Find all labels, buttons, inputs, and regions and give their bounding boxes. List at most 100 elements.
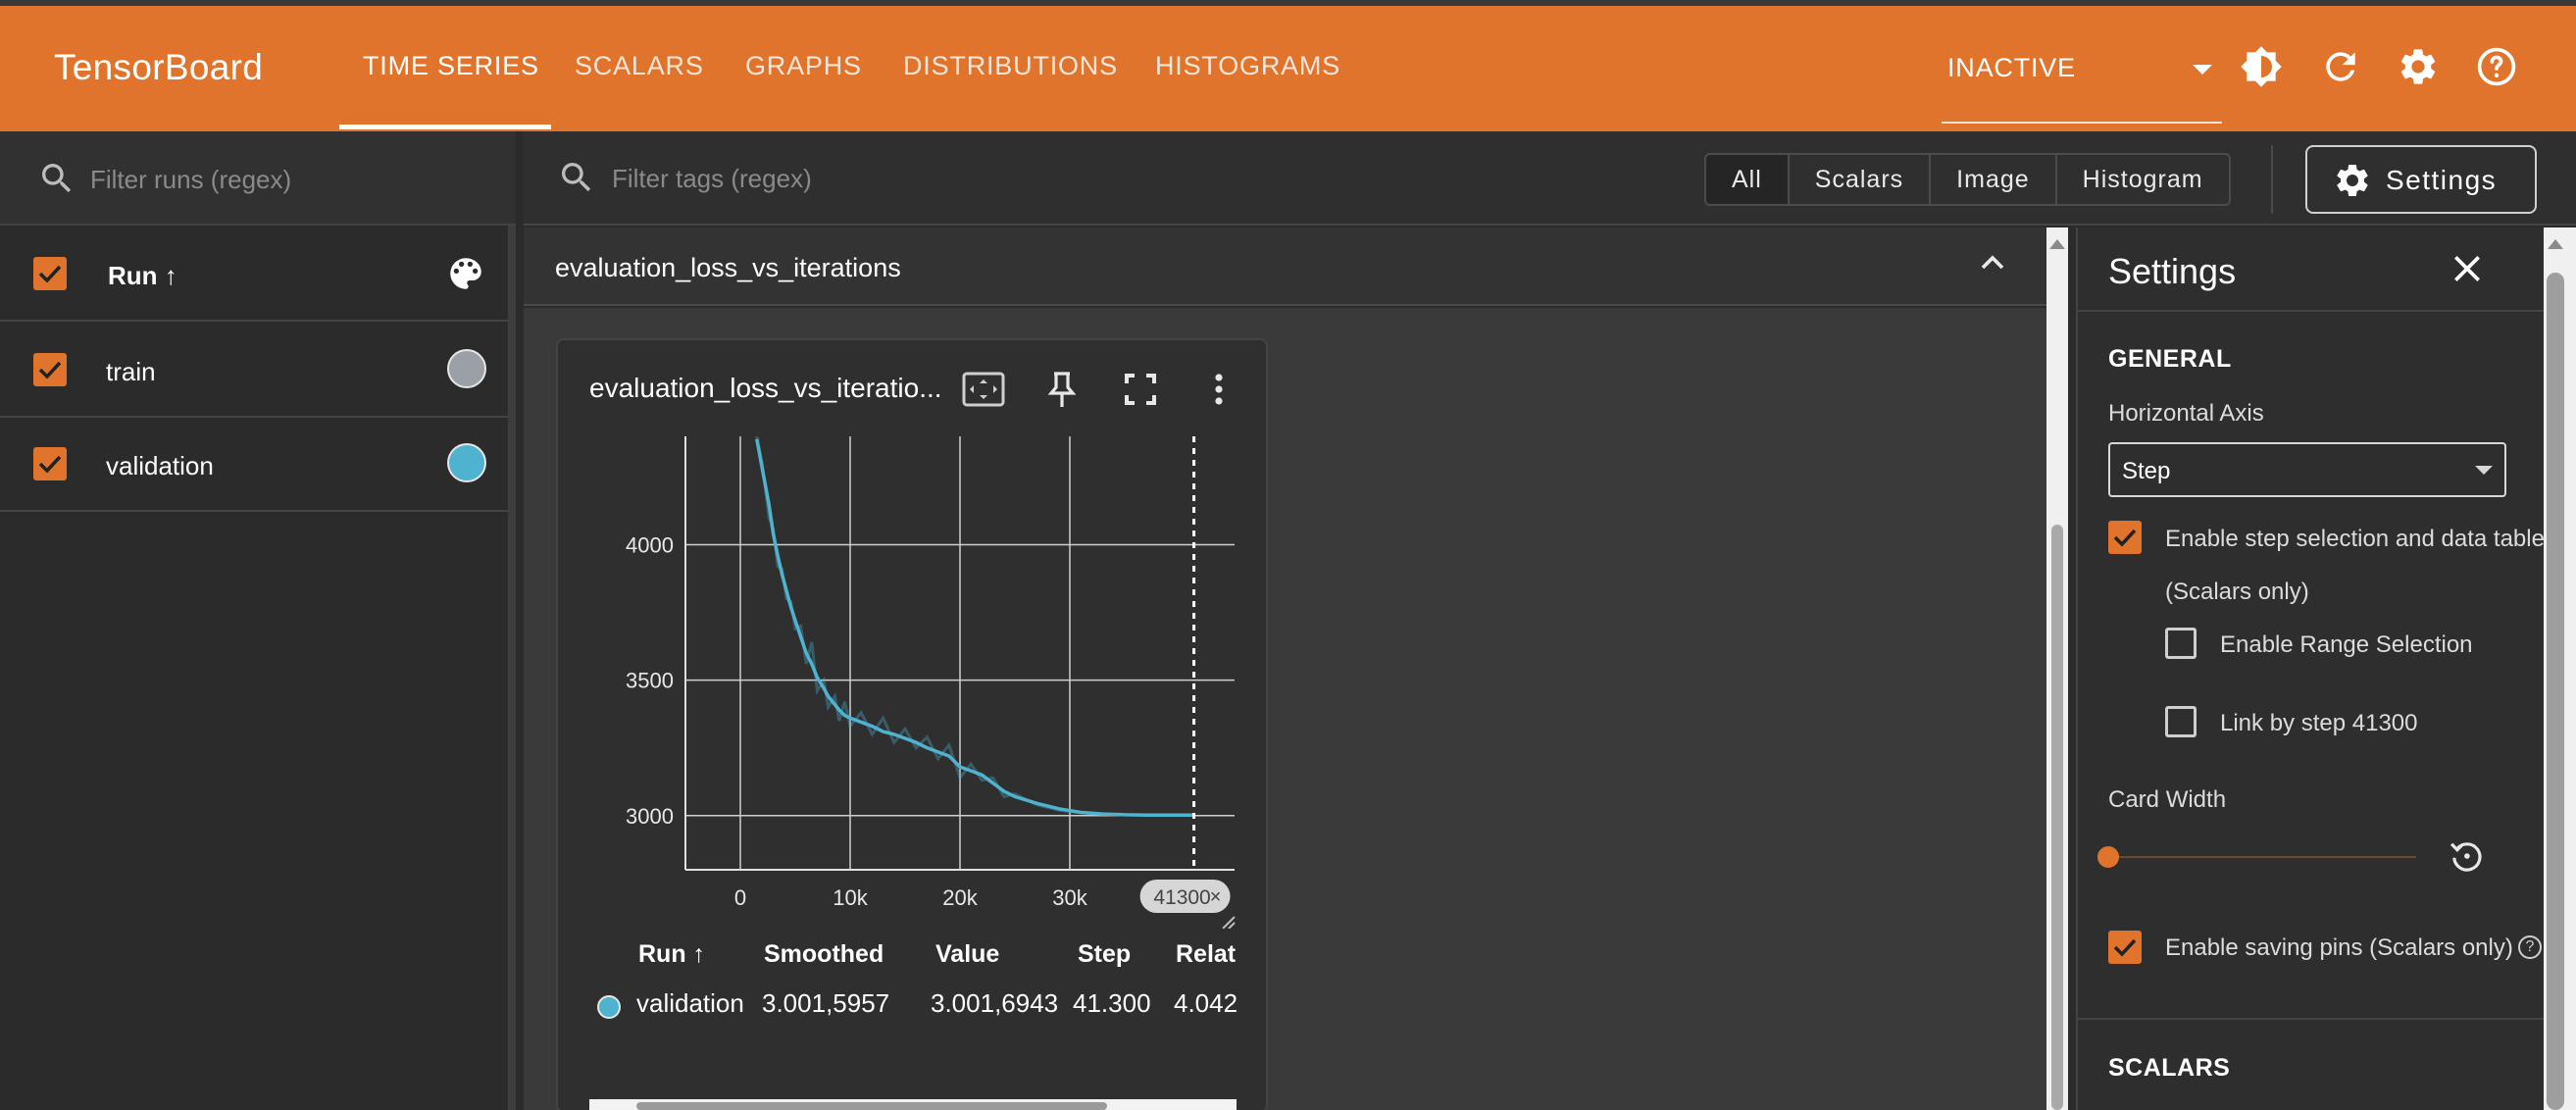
range-selection-checkbox[interactable] (2165, 628, 2197, 659)
group-header[interactable]: evaluation_loss_vs_iterations (524, 227, 2046, 306)
settings-button-label: Settings (2386, 165, 2498, 195)
runs-pane (0, 131, 516, 1110)
step-selection-label: Enable step selection and data table (2165, 526, 2545, 552)
settings-panel-title: Settings (2108, 251, 2237, 291)
help-icon[interactable]: ? (2518, 935, 2542, 959)
scalar-card: evaluation_loss_vs_iteratio... 0 10k 20k 30… (556, 338, 1268, 1110)
table-header-run[interactable]: Run ↑ (638, 940, 706, 968)
scroll-up-arrow-icon[interactable] (2049, 239, 2065, 249)
settings-scrollbar-thumb[interactable] (2547, 273, 2564, 1110)
divider (2076, 1018, 2544, 1020)
more-vert-icon[interactable] (1195, 366, 1242, 413)
run-state-dropdown[interactable]: INACTIVE (1942, 29, 2222, 124)
general-heading: GENERAL (2108, 345, 2232, 373)
x-tick-label: 20k (942, 885, 978, 910)
fit-domain-icon[interactable] (960, 366, 1007, 413)
y-tick-label: 3500 (626, 669, 674, 693)
center-scrollbar-thumb[interactable] (2051, 525, 2063, 1110)
x-tick-label: 10k (833, 885, 868, 910)
series-raw-line (755, 436, 1194, 817)
group-title: evaluation_loss_vs_iterations (555, 253, 901, 282)
filter-all-button[interactable]: All (1706, 155, 1790, 204)
tab-scalars[interactable]: SCALARS (575, 51, 704, 80)
tab-graphs[interactable]: GRAPHS (745, 51, 862, 80)
tag-filter-bar (524, 131, 2576, 226)
line-chart[interactable]: 0 10k 20k 30k 3000 3500 4000 41300× (558, 340, 1268, 929)
scalars-only-note: (Scalars only) (2165, 579, 2309, 605)
runs-filter-bar: Filter runs (regex) (0, 131, 516, 226)
table-header-relative[interactable]: Relat (1176, 940, 1237, 968)
help-icon[interactable] (2475, 45, 2518, 88)
top-app-bar (0, 6, 2576, 131)
settings-gear-icon (2333, 161, 2372, 205)
step-chip (1139, 880, 1231, 913)
refresh-icon[interactable] (2319, 45, 2362, 88)
card-horizontal-scrollbar[interactable] (589, 1099, 1237, 1110)
tab-histograms[interactable]: HISTOGRAMS (1155, 51, 1341, 80)
resize-handle-icon (1222, 916, 1236, 929)
pin-icon[interactable] (1038, 366, 1086, 413)
chevron-up-icon[interactable] (1973, 243, 2012, 287)
card-width-slider-thumb[interactable] (2097, 846, 2119, 868)
select-all-checkbox[interactable] (33, 257, 67, 290)
saving-pins-label: Enable saving pins (Scalars only) (2165, 934, 2513, 961)
brightness-icon[interactable] (2240, 45, 2283, 88)
run-color-swatch-validation[interactable] (447, 443, 486, 482)
scroll-up-arrow-icon[interactable] (2548, 239, 2563, 249)
horizontal-axis-select[interactable]: Step (2108, 442, 2506, 497)
series-smoothed-line (755, 438, 1194, 818)
link-by-step-checkbox[interactable] (2165, 706, 2197, 737)
settings-button[interactable]: Settings (2305, 145, 2537, 214)
top-strip (0, 0, 2576, 6)
table-cell-step: 41.300 (1073, 988, 1151, 1018)
table-header-smoothed[interactable]: Smoothed (764, 940, 884, 968)
table-header-value[interactable]: Value (935, 940, 1000, 968)
search-icon (37, 159, 76, 203)
card-scrollbar-thumb[interactable] (636, 1102, 1107, 1110)
table-header-step[interactable]: Step (1078, 940, 1132, 968)
table-cell-relative: 4.042 (1174, 988, 1238, 1018)
horizontal-axis-label: Horizontal Axis (2108, 400, 2264, 427)
filter-histogram-button[interactable]: Histogram (2082, 166, 2203, 193)
search-icon (557, 158, 596, 202)
saving-pins-checkbox[interactable] (2108, 931, 2142, 964)
card-width-label: Card Width (2108, 786, 2227, 813)
filter-scalars-button[interactable]: Scalars (1790, 155, 1932, 204)
tab-time-series[interactable]: TIME SERIES (363, 51, 539, 80)
step-chip-label: 41300 (1153, 886, 1210, 909)
y-tick-label: 4000 (626, 533, 674, 558)
run-color-swatch-train[interactable] (447, 349, 486, 388)
link-by-step-label: Link by step 41300 (2220, 710, 2418, 736)
runs-filter-input[interactable]: Filter runs (regex) (90, 165, 292, 194)
chevron-down-icon (2475, 466, 2493, 475)
run-sort-header[interactable]: Run ↑ (108, 261, 177, 290)
x-tick-label: 0 (734, 885, 746, 910)
reset-icon[interactable] (2446, 835, 2487, 882)
card-width-slider-track[interactable] (2108, 856, 2416, 858)
close-icon: × (1210, 886, 1222, 908)
palette-icon[interactable] (445, 253, 486, 299)
range-selection-label: Enable Range Selection (2220, 631, 2473, 658)
filter-image-button[interactable]: Image (1931, 155, 2057, 204)
run-row-validation[interactable]: validation (0, 418, 508, 512)
fullscreen-icon[interactable] (1117, 366, 1164, 413)
settings-gear-icon[interactable] (2397, 45, 2440, 88)
active-tab-indicator (339, 125, 551, 129)
tag-filter-input[interactable]: Filter tags (regex) (612, 164, 812, 193)
table-run-swatch (597, 995, 621, 1019)
brand-title: TensorBoard (54, 47, 264, 87)
divider (2076, 310, 2544, 312)
run-checkbox-validation[interactable] (33, 447, 67, 480)
horizontal-axis-value: Step (2122, 458, 2171, 484)
run-state-label: INACTIVE (1947, 53, 2076, 82)
table-cell-smoothed: 3.001,5957 (762, 988, 890, 1018)
run-label-train: train (106, 357, 156, 386)
scalars-heading: SCALARS (2108, 1054, 2231, 1082)
run-checkbox-train[interactable] (33, 353, 67, 386)
run-row-train[interactable]: train (0, 324, 508, 418)
settings-panel (2076, 227, 2544, 1110)
tab-distributions[interactable]: DISTRIBUTIONS (903, 51, 1118, 80)
chevron-down-icon (2193, 65, 2212, 75)
step-selection-checkbox[interactable] (2108, 521, 2142, 554)
close-icon[interactable] (2448, 249, 2487, 293)
